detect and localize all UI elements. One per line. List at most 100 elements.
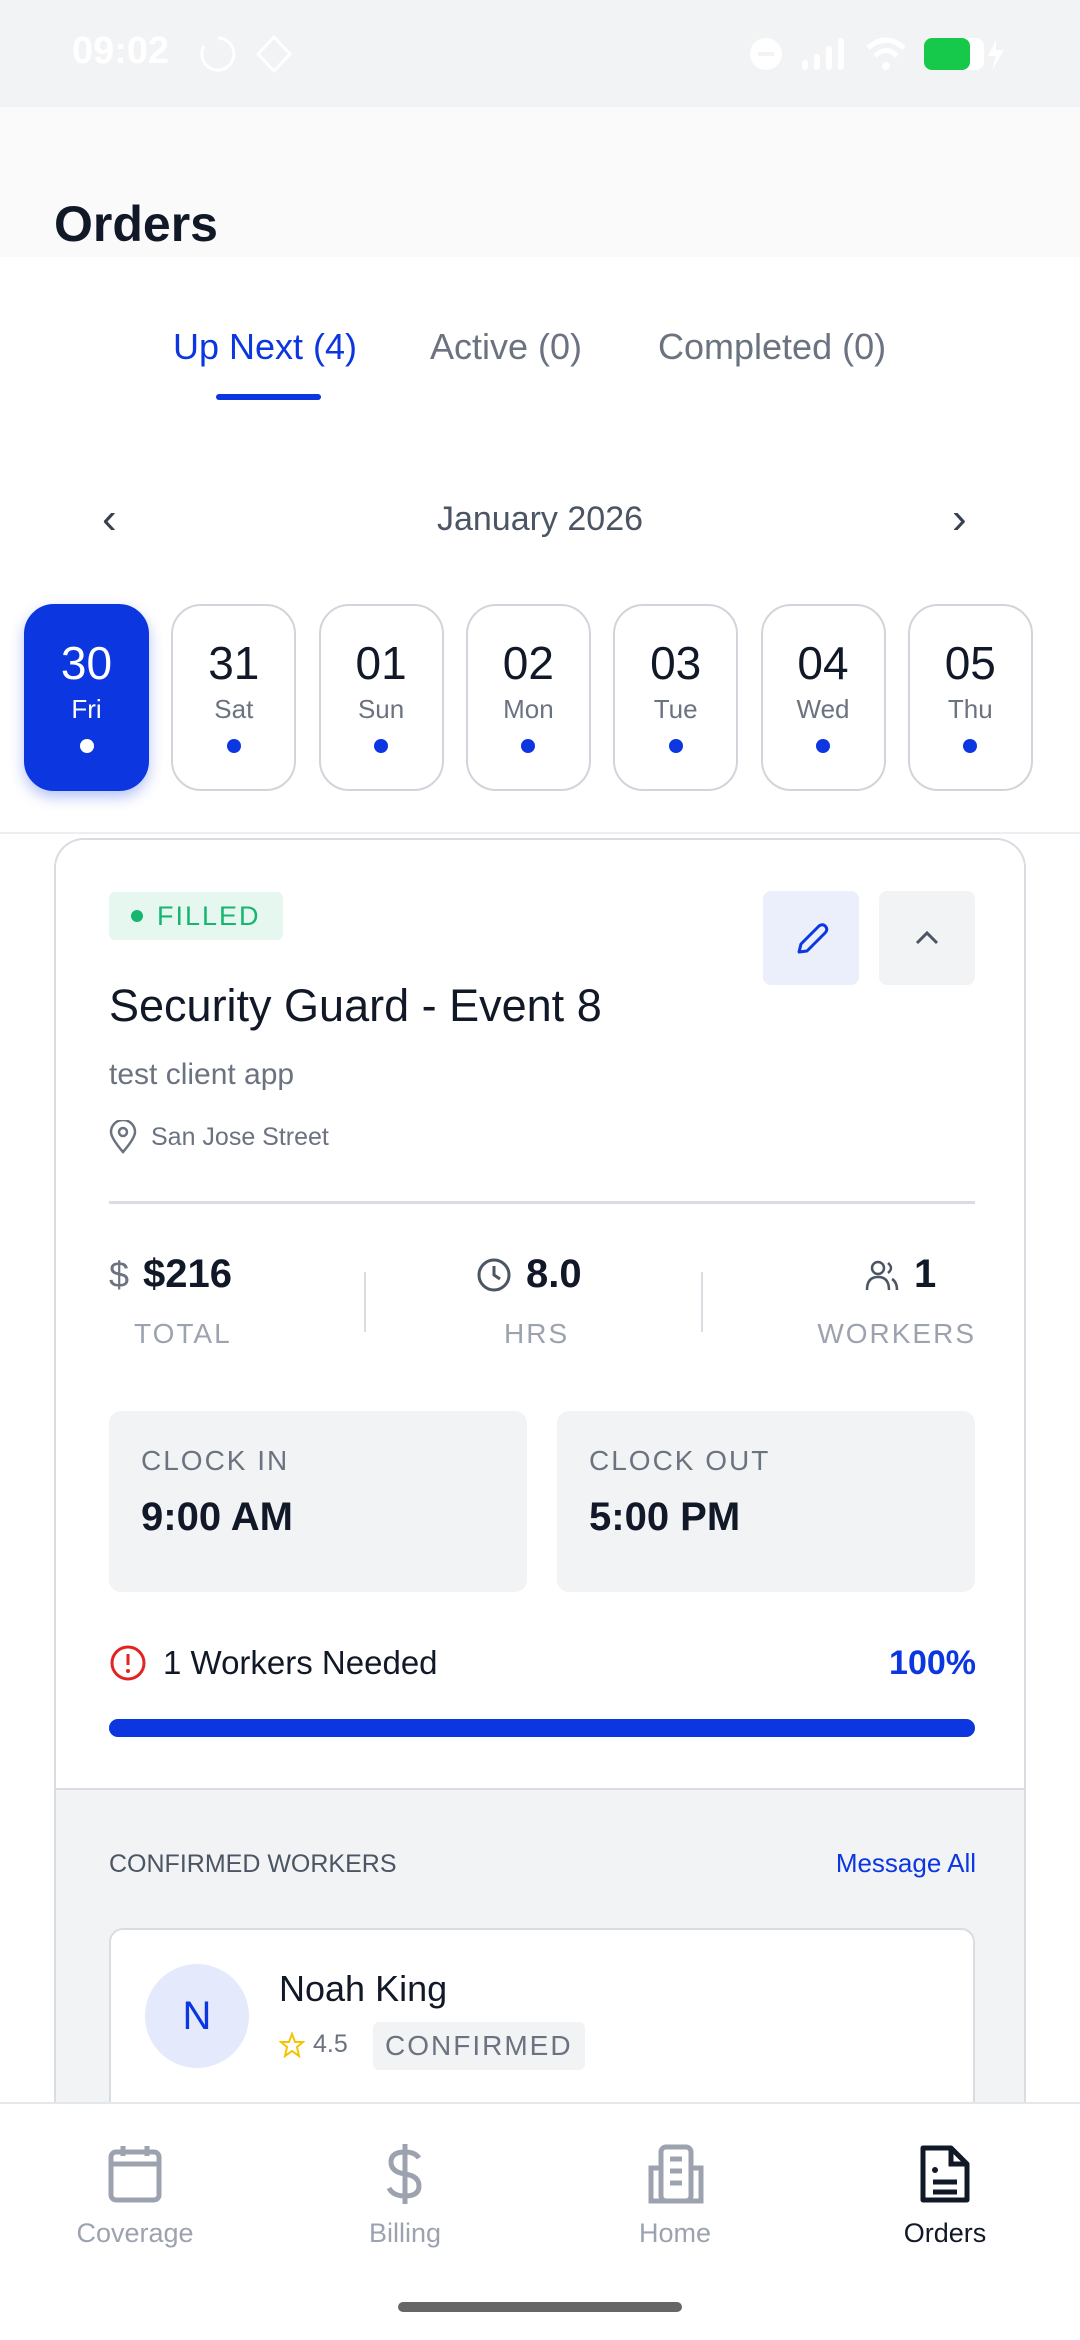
order-title: Security Guard - Event 8 [109,980,602,1031]
page-title: Orders [54,196,218,252]
users-icon [865,1260,899,1290]
home-indicator[interactable] [398,2302,682,2312]
total-value: $216 [143,1252,233,1296]
order-card: FILLED Security Guard - Event 8 test cli… [54,838,1026,2238]
date-chip-01[interactable]: 01 Sun [318,604,444,791]
divider [0,832,1080,834]
prev-month-button[interactable]: ‹ [102,494,117,543]
has-orders-dot [79,739,94,753]
clock-icon [477,1258,511,1291]
worker-status-badge: CONFIRMED [373,2022,585,2070]
hours-label: HRS [504,1318,570,1349]
dollar-icon [386,2144,422,2204]
loading-icon [200,36,236,72]
clock-in-time: 9:00 AM [141,1495,293,1539]
fill-percent: 100% [889,1644,976,1682]
rating-value: 4.5 [313,2030,348,2058]
has-orders-dot [226,739,241,753]
has-orders-dot [521,739,536,753]
worker-card[interactable]: N Noah King 4.5 CONFIRMED [109,1928,975,2128]
map-pin-icon [109,1120,137,1154]
app-diamond-icon [255,34,293,74]
battery-icon [924,38,1004,70]
day-of-week: Fri [71,694,102,724]
worker-rating: 4.5 [279,2030,348,2059]
calendar-icon [108,2146,162,2203]
nav-label: Home [638,2218,712,2248]
workers-needed-text: 1 Workers Needed [163,1644,438,1681]
nav-label: Orders [903,2218,987,2248]
stat-workers: 1 [864,1252,936,1297]
date-number: 04 [797,637,849,689]
tab-up-next[interactable]: Up Next (4) [173,326,358,367]
date-chip-05[interactable]: 05 Thu [907,604,1033,791]
date-number: 01 [355,637,407,689]
day-of-week: Mon [503,694,554,724]
status-time: 09:02 [72,30,170,72]
date-number: 30 [60,637,113,689]
progress-fill [109,1719,975,1737]
clock-in-box: CLOCK IN 9:00 AM [109,1411,527,1592]
date-chip-30[interactable]: 30 Fri [24,604,149,791]
tab-completed[interactable]: Completed (0) [658,326,887,367]
has-orders-dot [963,739,978,753]
bottom-nav: Coverage Billing Home Orders [0,2102,1080,2340]
workers-value: 1 [914,1252,937,1296]
divider [701,1272,703,1332]
status-bar: 09:02 [0,0,1080,107]
has-orders-dot [816,739,830,753]
date-chip-03[interactable]: 03 Tue [613,604,739,791]
clock-out-box: CLOCK OUT 5:00 PM [557,1411,975,1592]
status-badge: FILLED [109,892,283,940]
day-of-week: Thu [947,694,993,724]
message-all-link[interactable]: Message All [835,1848,976,1878]
clock-out-label: CLOCK OUT [589,1445,771,1476]
order-card-details: FILLED Security Guard - Event 8 test cli… [56,840,1024,1790]
chevron-up-icon [915,930,939,945]
date-number: 05 [944,637,996,689]
collapse-button[interactable] [879,891,975,985]
fill-progress-bar [109,1719,975,1737]
date-chip-31[interactable]: 31 Sat [171,604,297,791]
active-tab-indicator [216,394,321,400]
nav-orders[interactable]: Orders [810,2144,1080,2249]
client-name: test client app [109,1058,295,1091]
nav-home[interactable]: Home [540,2144,810,2249]
wifi-icon [866,37,906,70]
has-orders-dot [668,739,683,753]
date-chip-04[interactable]: 04 Wed [760,604,886,791]
date-number: 31 [208,637,260,689]
nav-coverage[interactable]: Coverage [0,2144,270,2249]
date-number: 02 [502,637,554,689]
total-label: TOTAL [134,1318,232,1349]
nav-label: Billing [368,2218,442,2248]
location: San Jose Street [109,1120,329,1154]
clock-in-label: CLOCK IN [141,1445,290,1476]
day-of-week: Sun [357,694,405,724]
workers-needed: 1 Workers Needed [109,1644,438,1682]
stat-hours: 8.0 [476,1252,582,1297]
dollar-icon: $ [109,1253,130,1295]
next-month-button[interactable]: › [952,494,967,543]
avatar: N [145,1964,249,2068]
tab-active[interactable]: Active (0) [430,326,583,367]
location-text: San Jose Street [151,1122,329,1151]
day-of-week: Tue [653,694,698,724]
has-orders-dot [374,739,389,753]
day-of-week: Sat [214,694,254,724]
signal-icon [802,38,844,70]
date-chip-02[interactable]: 02 Mon [465,604,591,791]
nav-label: Coverage [76,2218,194,2248]
dnd-icon [750,38,782,70]
day-of-week: Wed [796,694,850,724]
alert-circle-icon [110,1645,146,1681]
edit-button[interactable] [763,891,859,985]
nav-billing[interactable]: Billing [270,2144,540,2249]
month-label: January 2026 [436,500,644,538]
clock-out-time: 5:00 PM [589,1495,741,1539]
pencil-icon [797,923,829,954]
worker-name: Noah King [279,1968,448,2009]
workers-label: WORKERS [817,1318,976,1349]
divider [364,1272,366,1332]
star-icon [279,2031,305,2058]
